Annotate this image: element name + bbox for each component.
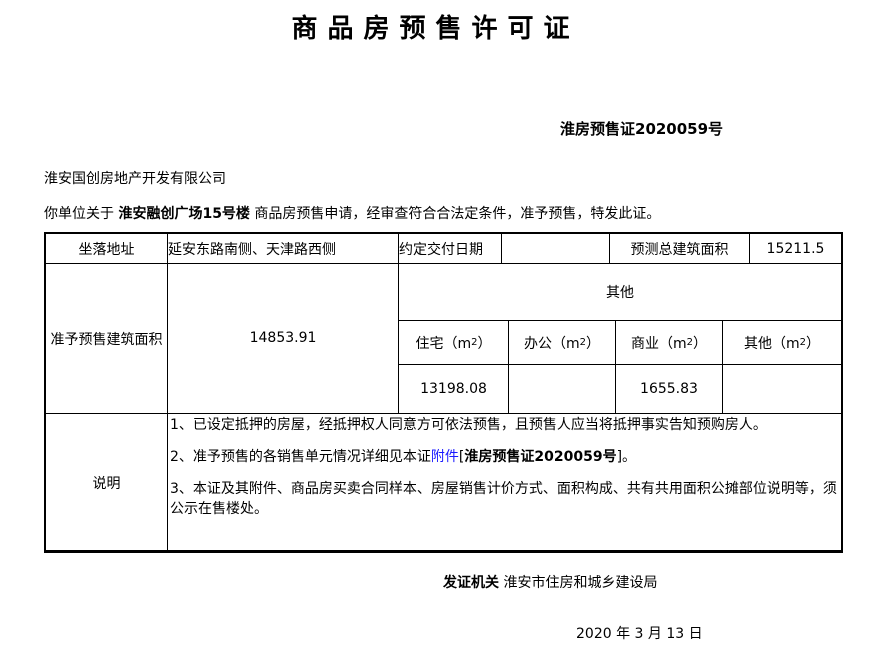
delivery-label: 约定交付日期 bbox=[399, 234, 502, 264]
intro-prefix: 你单位关于 bbox=[44, 206, 119, 222]
office-value bbox=[509, 365, 616, 414]
notes-label: 说明 bbox=[46, 414, 168, 552]
notes-content: 1、已设定抵押的房屋，经抵押权人同意方可依法预售，且预售人应当将抵押事实告知预购… bbox=[168, 413, 843, 519]
project-name: 淮安融创广场15号楼 bbox=[118, 206, 250, 222]
attachment-link[interactable]: 附件 bbox=[430, 449, 459, 465]
other-area-header: 其他（m 2） bbox=[723, 321, 841, 365]
other-area-value bbox=[723, 365, 841, 414]
approved-area-value: 14853.91 bbox=[168, 264, 399, 414]
note-2: 2、准予预售的各销售单元情况详细见本证附件[淮房预售证2020059号]。 bbox=[170, 449, 637, 465]
note-1: 1、已设定抵押的房屋，经抵押权人同意方可依法预售，且预售人应当将抵押事实告知预购… bbox=[170, 417, 767, 433]
company-name: 淮安国创房地产开发有限公司 bbox=[44, 171, 226, 187]
residential-header: 住宅（m 2） bbox=[399, 321, 509, 365]
page-title: 商品房预售许可证 bbox=[291, 14, 580, 44]
issuer: 发证机关 淮安市住房和城乡建设局 bbox=[443, 572, 657, 592]
approved-area-label: 准予预售建筑面积 bbox=[46, 264, 168, 414]
issue-date: 2020 年 3 月 13 日 bbox=[576, 626, 703, 642]
intro-text: 你单位关于 淮安融创广场15号楼 商品房预售申请，经审查符合合法定条件，准予预售… bbox=[44, 203, 660, 223]
issuer-label: 发证机关 bbox=[443, 575, 499, 591]
certificate-number: 淮房预售证2020059号 bbox=[560, 120, 724, 138]
location-label: 坐落地址 bbox=[46, 234, 168, 264]
total-area-label: 预测总建筑面积 bbox=[610, 234, 750, 264]
permit-table: 坐落地址 延安东路南侧、天津路西侧 约定交付日期 预测总建筑面积 15211.5… bbox=[44, 232, 843, 553]
other-header: 其他 bbox=[399, 264, 841, 321]
intro-suffix: 商品房预售申请，经审查符合合法定条件，准予预售，特发此证。 bbox=[249, 206, 661, 222]
delivery-value bbox=[502, 234, 610, 264]
total-area-value: 15211.5 bbox=[750, 234, 841, 264]
office-header: 办公（m 2） bbox=[509, 321, 616, 365]
location-value: 延安东路南侧、天津路西侧 bbox=[168, 234, 399, 264]
commercial-value: 1655.83 bbox=[616, 365, 723, 414]
note-3: 3、本证及其附件、商品房买卖合同样本、房屋销售计价方式、面积构成、共有共用面积公… bbox=[170, 481, 837, 517]
issuer-name: 淮安市住房和城乡建设局 bbox=[503, 575, 658, 591]
residential-value: 13198.08 bbox=[399, 365, 509, 414]
commercial-header: 商业（m 2） bbox=[616, 321, 723, 365]
